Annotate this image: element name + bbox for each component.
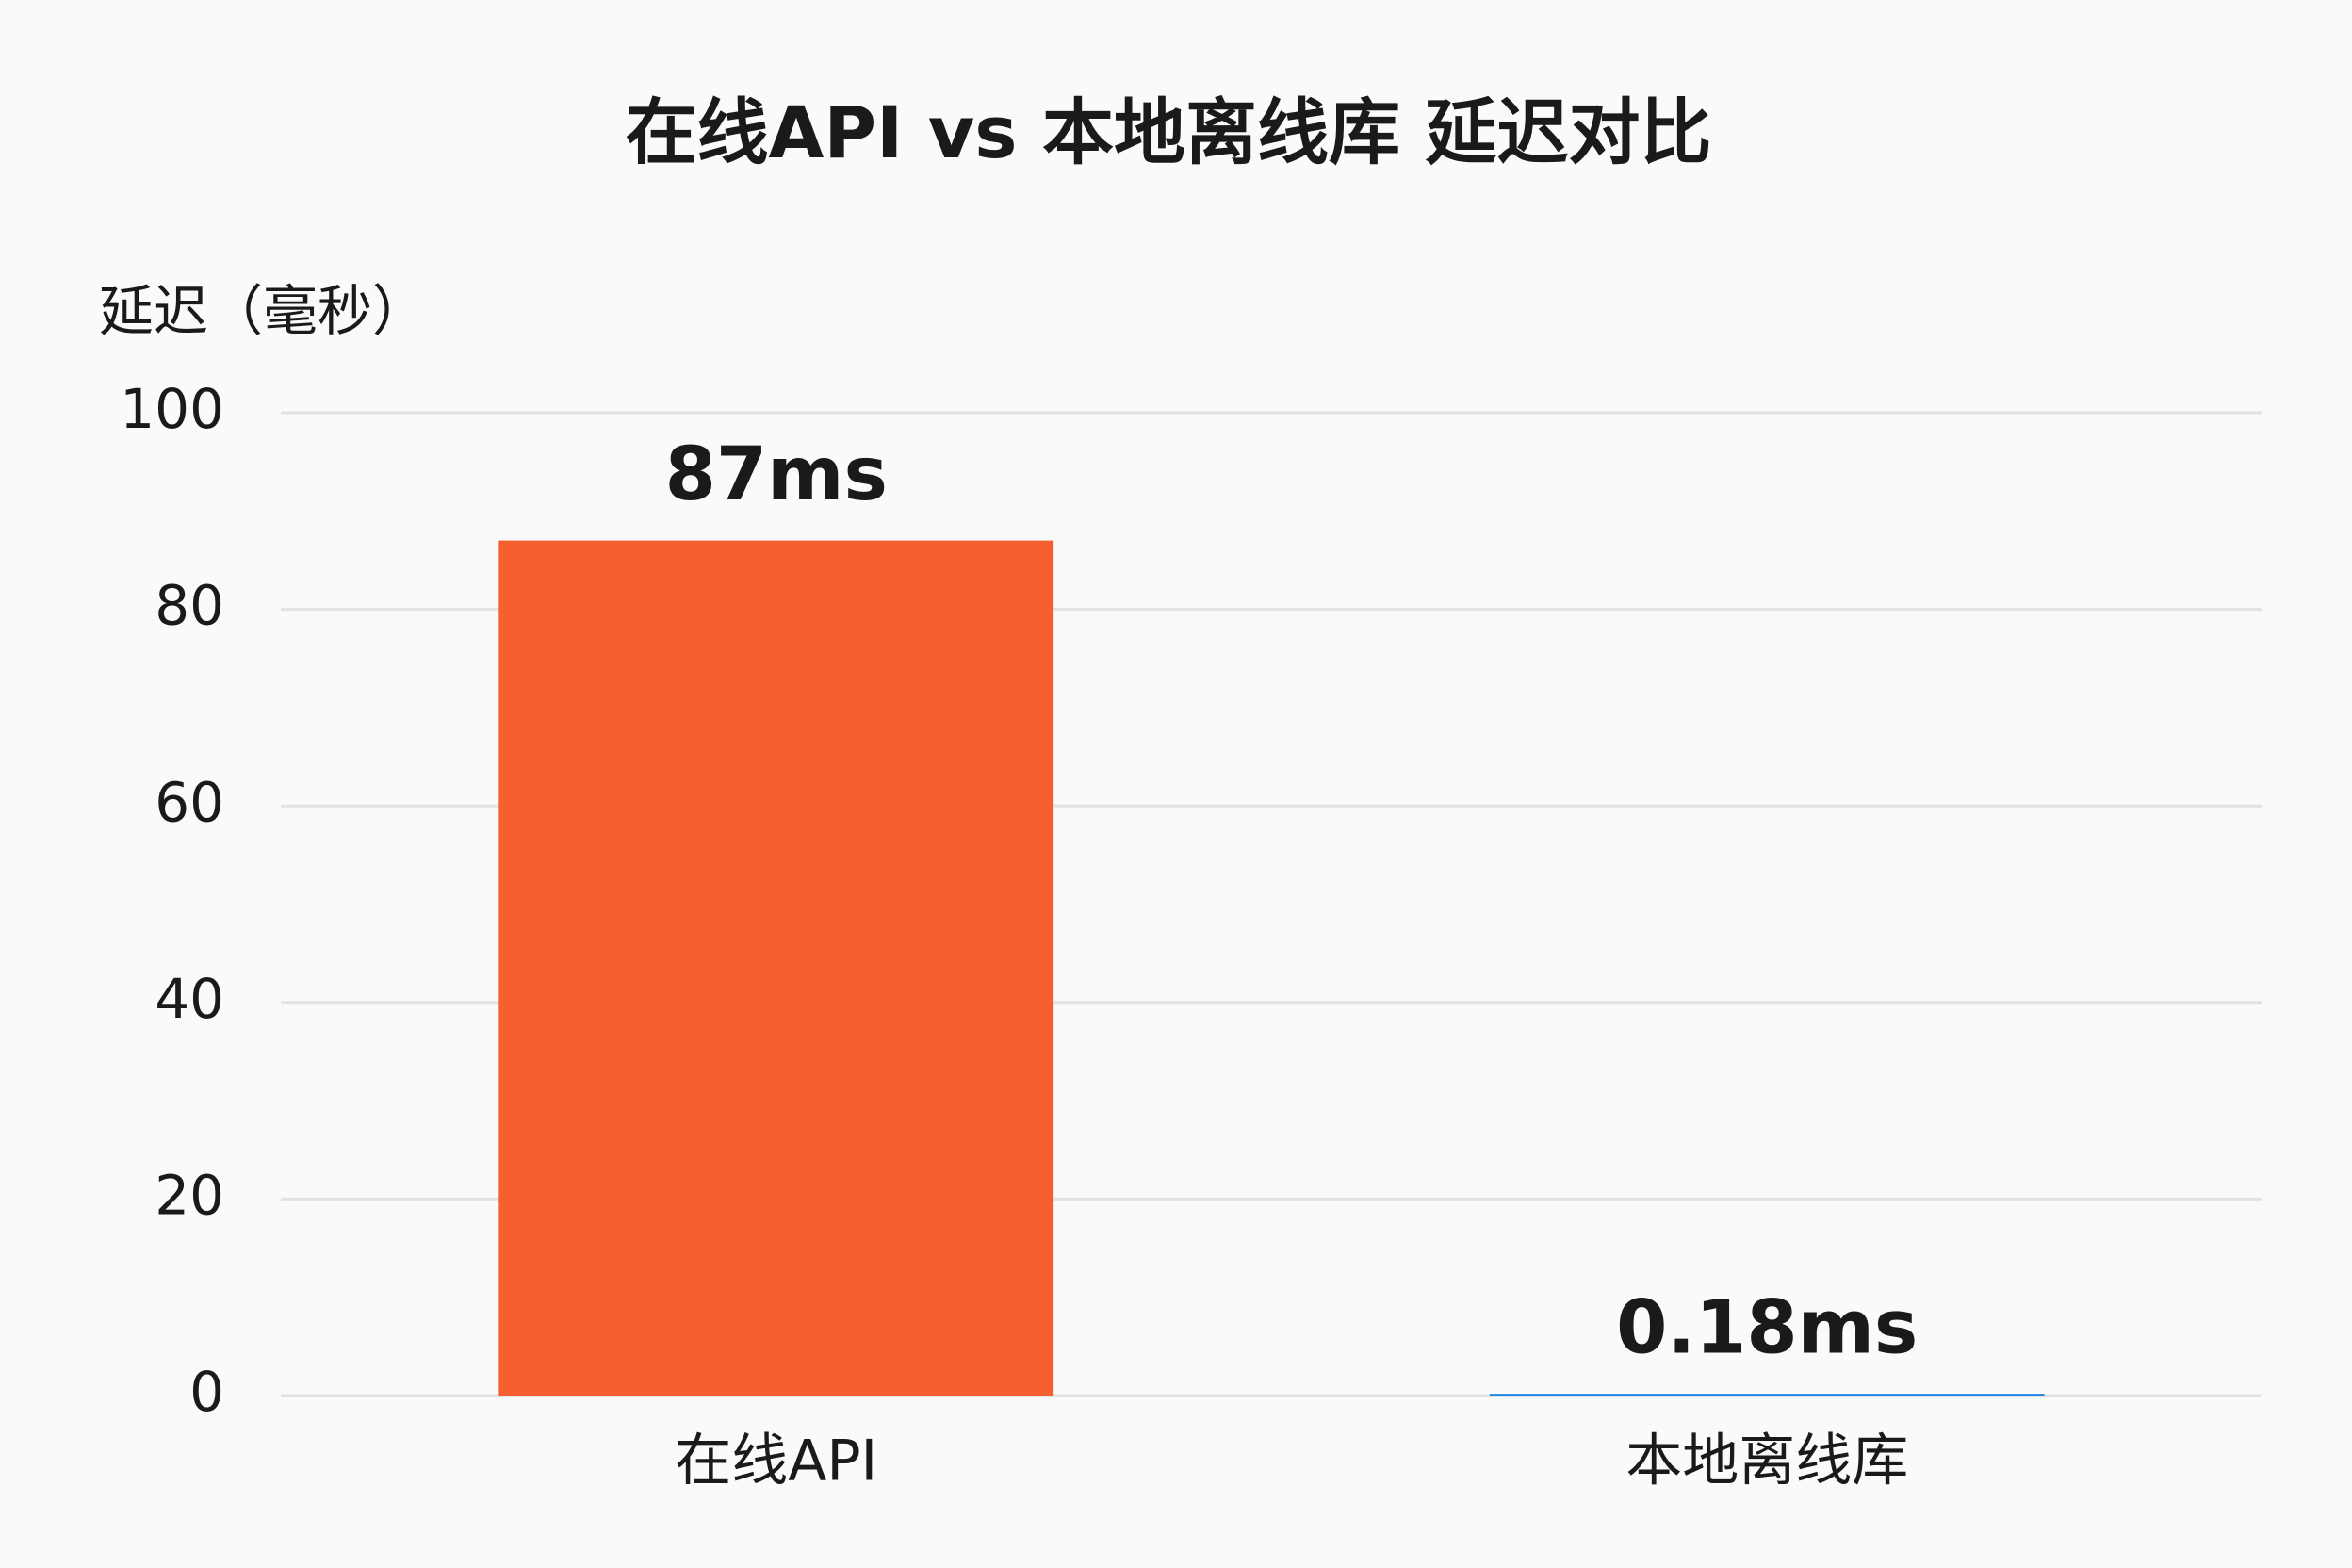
y-tick-label: 60 <box>155 770 224 834</box>
bar <box>498 540 1054 1396</box>
y-tick-label: 80 <box>155 574 224 638</box>
bar <box>1489 1394 2045 1396</box>
value-label: 0.18ms <box>1616 1286 1918 1371</box>
y-tick-label: 100 <box>120 377 224 441</box>
y-tick-label: 0 <box>189 1360 224 1424</box>
y-tick-label: 20 <box>155 1164 224 1228</box>
x-tick-label: 在线API <box>675 1429 877 1494</box>
y-tick-label: 40 <box>155 967 224 1031</box>
chart-title: 在线API vs 本地离线库 延迟对比 <box>626 90 1712 174</box>
x-tick-label: 本地离线库 <box>1625 1429 1908 1494</box>
y-axis-label: 延迟（毫秒） <box>99 279 427 343</box>
value-label: 87ms <box>665 433 888 517</box>
